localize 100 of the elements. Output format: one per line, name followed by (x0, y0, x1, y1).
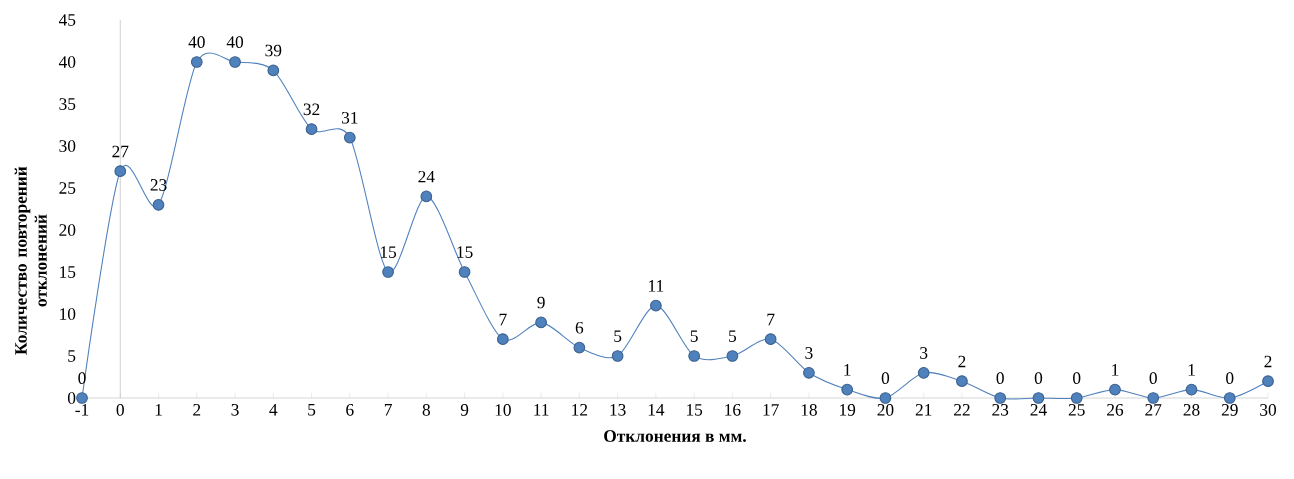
data-label: 11 (649, 280, 664, 292)
x-tick-label: 1 (155, 404, 162, 416)
data-label: 31 (341, 111, 358, 124)
y-tick-label: 0 (67, 392, 76, 404)
x-tick-label: 23 (992, 404, 1009, 416)
data-label: 27 (112, 145, 129, 158)
data-label: 5 (690, 330, 698, 342)
x-tick-label: 11 (534, 404, 549, 416)
x-tick-label: 0 (116, 404, 124, 416)
point (305, 123, 318, 136)
data-label: 40 (226, 36, 244, 48)
y-tick-label: 30 (59, 140, 76, 152)
point (764, 333, 777, 346)
x-tick-label: 22 (954, 404, 970, 416)
point (458, 266, 471, 278)
data-label: 7 (499, 313, 507, 326)
point (1185, 383, 1198, 396)
data-label: 3 (920, 347, 928, 359)
y-tick-label: 45 (58, 14, 76, 26)
x-tick-label: 2 (193, 404, 201, 416)
y-tick-label: 25 (59, 182, 76, 194)
point (611, 350, 624, 362)
data-label: 15 (457, 246, 473, 258)
x-tick-label: 24 (1030, 404, 1047, 416)
point (879, 392, 892, 404)
point (803, 366, 815, 379)
point (917, 366, 930, 379)
data-label: 0 (1226, 372, 1234, 384)
point (190, 56, 203, 68)
point (726, 350, 739, 362)
y-axis-title: Количество повторений отклонений (14, 166, 47, 355)
x-tick-label: 10 (495, 404, 511, 416)
x-tick-label: 15 (687, 404, 703, 416)
point (496, 333, 509, 346)
point (420, 190, 433, 203)
point (343, 131, 356, 144)
point (382, 266, 394, 278)
point (1070, 392, 1083, 404)
x-tick-label: 25 (1068, 404, 1085, 416)
point (76, 392, 88, 404)
y-tick-label: 5 (68, 350, 76, 362)
point (1109, 383, 1121, 396)
y-tick-label: 10 (60, 308, 76, 320)
data-label: 0 (78, 372, 86, 384)
x-tick-label: -1 (75, 404, 89, 416)
y-tick-label: 15 (60, 266, 76, 278)
data-label: 40 (188, 36, 205, 48)
data-label: 32 (303, 103, 320, 116)
x-tick-label: 14 (648, 404, 665, 416)
point (1147, 392, 1160, 404)
x-tick-label: 9 (460, 404, 469, 416)
point (152, 198, 165, 211)
data-label: 0 (996, 372, 1004, 384)
x-tick-label: 17 (763, 404, 779, 416)
data-label: 5 (729, 330, 737, 342)
point (267, 64, 280, 77)
data-label: 15 (380, 246, 397, 258)
y-tick-label: 40 (58, 56, 76, 68)
x-tick-label: 27 (1145, 404, 1162, 416)
x-tick-label: 8 (422, 404, 431, 416)
data-label: 9 (537, 296, 545, 309)
point (229, 56, 241, 68)
x-tick-label: 21 (915, 404, 932, 416)
x-tick-label: 18 (801, 404, 817, 416)
data-label: 0 (1034, 372, 1043, 384)
data-label: 1 (1188, 364, 1195, 376)
x-tick-label: 4 (269, 404, 278, 416)
point (841, 383, 854, 396)
x-tick-label: 30 (1260, 404, 1277, 416)
x-tick-label: 12 (572, 404, 588, 416)
data-label: 6 (575, 321, 584, 334)
x-tick-label: 3 (231, 404, 239, 416)
point (535, 316, 547, 329)
y-tick-label: 20 (59, 224, 76, 236)
point (114, 165, 127, 178)
point (956, 375, 968, 388)
x-tick-label: 28 (1183, 404, 1200, 416)
x-tick-label: 6 (346, 404, 354, 416)
x-tick-label: 20 (877, 404, 894, 416)
data-label: 24 (418, 170, 435, 183)
x-tick-label: 16 (725, 404, 741, 416)
x-axis-title: Отклонения в мм. (604, 430, 746, 442)
data-label: 1 (844, 364, 851, 376)
data-label: 0 (1073, 372, 1081, 384)
data-label: 39 (265, 44, 282, 57)
point (573, 341, 586, 354)
point (1223, 392, 1236, 404)
point (994, 392, 1007, 404)
x-tick-label: 19 (840, 404, 856, 416)
x-tick-label: 29 (1221, 404, 1238, 416)
data-label: 0 (881, 372, 890, 384)
point (688, 350, 701, 362)
data-label: 23 (150, 179, 167, 191)
data-label: 2 (958, 355, 966, 368)
x-tick-label: 7 (384, 404, 392, 416)
x-tick-label: 26 (1107, 404, 1124, 416)
point (1032, 392, 1045, 404)
x-tick-label: 13 (610, 404, 626, 416)
point (650, 299, 662, 312)
data-label: 5 (614, 330, 622, 342)
